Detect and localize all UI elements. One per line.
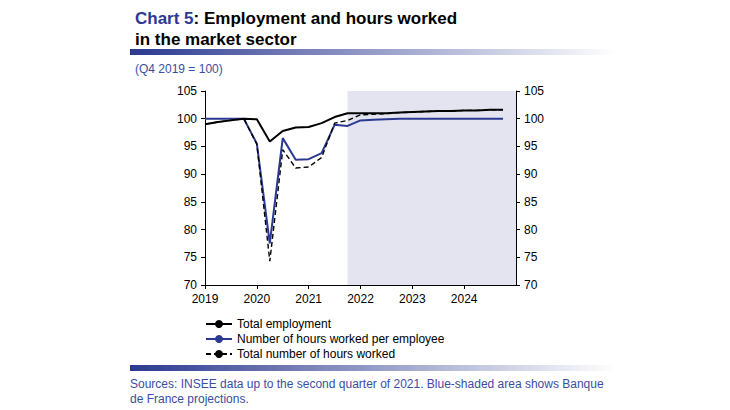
svg-text:105: 105 bbox=[177, 84, 197, 98]
svg-text:75: 75 bbox=[184, 250, 198, 264]
svg-text:70: 70 bbox=[184, 278, 198, 292]
svg-text:in the market sector: in the market sector bbox=[135, 30, 297, 49]
svg-text:80: 80 bbox=[184, 223, 198, 237]
svg-text:95: 95 bbox=[184, 139, 198, 153]
svg-text:Number of hours worked per emp: Number of hours worked per employee bbox=[237, 332, 445, 346]
svg-text:Chart 5: Chart 5 bbox=[135, 9, 194, 28]
svg-text:105: 105 bbox=[524, 84, 544, 98]
svg-text:2022: 2022 bbox=[347, 292, 374, 306]
svg-text:2021: 2021 bbox=[295, 292, 322, 306]
svg-text:Total number of hours worked: Total number of hours worked bbox=[237, 347, 395, 361]
svg-text:de France projections.: de France projections. bbox=[130, 392, 249, 406]
svg-text:2023: 2023 bbox=[399, 292, 426, 306]
svg-text:(Q4 2019 = 100): (Q4 2019 = 100) bbox=[135, 62, 223, 76]
svg-text:85: 85 bbox=[184, 195, 198, 209]
svg-text:75: 75 bbox=[524, 250, 538, 264]
svg-text:100: 100 bbox=[524, 112, 544, 126]
svg-text:95: 95 bbox=[524, 139, 538, 153]
svg-text:: Employment and hours worked: : Employment and hours worked bbox=[194, 9, 458, 28]
svg-text:Total employment: Total employment bbox=[237, 317, 332, 331]
svg-text:90: 90 bbox=[184, 167, 198, 181]
svg-text:100: 100 bbox=[177, 112, 197, 126]
svg-text:85: 85 bbox=[524, 195, 538, 209]
svg-text:Sources: INSEE data up to the: Sources: INSEE data up to the second qua… bbox=[130, 377, 607, 391]
svg-text:2020: 2020 bbox=[243, 292, 270, 306]
svg-text:2019: 2019 bbox=[192, 292, 219, 306]
svg-text:80: 80 bbox=[524, 223, 538, 237]
svg-text:70: 70 bbox=[524, 278, 538, 292]
svg-text:90: 90 bbox=[524, 167, 538, 181]
svg-text:2024: 2024 bbox=[451, 292, 478, 306]
